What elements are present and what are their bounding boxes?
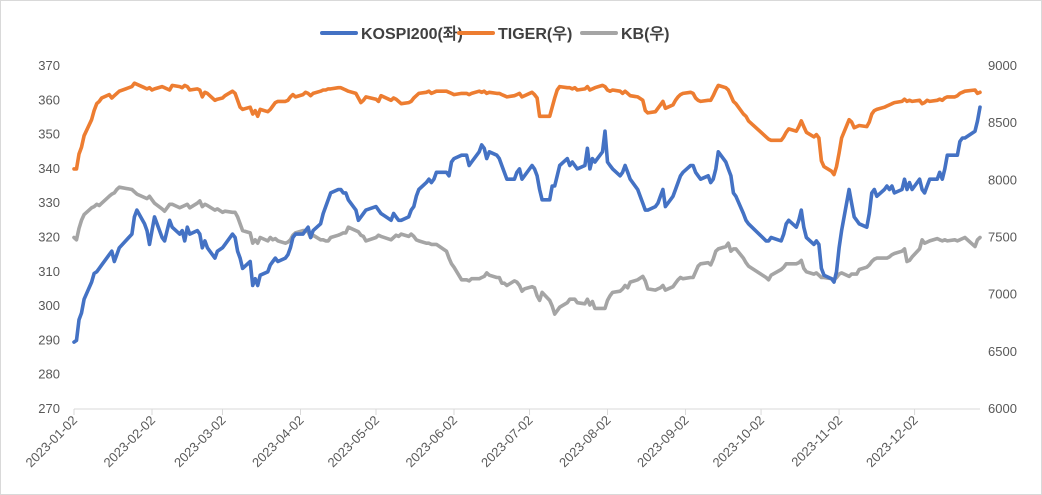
y-axis-left: 270 280 290 300 310 320 330 340 350 360 370	[38, 58, 60, 416]
y-right-tick-label: 7000	[988, 287, 1017, 302]
y-right-tick-label: 8000	[988, 172, 1017, 187]
y-left-tick-label: 350	[38, 127, 60, 142]
y-right-tick-label: 6000	[988, 401, 1017, 416]
kospi200-line	[72, 105, 982, 344]
y-right-tick-label: 9000	[988, 58, 1017, 73]
x-tick-label: 2023-04-02	[249, 413, 307, 471]
y-left-tick-label: 270	[38, 401, 60, 416]
y-axis-right: 6000 6500 7000 7500 8000 8500 9000	[988, 58, 1017, 416]
legend: KOSPI200(좌) TIGER(우) KB(우)	[320, 25, 670, 43]
y-right-tick-label: 8500	[988, 115, 1017, 130]
x-tick-label: 2023-06-02	[403, 413, 461, 471]
x-tick-label: 2023-09-02	[634, 413, 692, 471]
y-left-tick-label: 280	[38, 367, 60, 382]
x-tick-label: 2023-01-02	[22, 413, 80, 471]
y-left-tick-label: 360	[38, 92, 60, 107]
y-left-tick-label: 370	[38, 58, 60, 73]
x-tick-label: 2023-03-02	[171, 413, 229, 471]
series-lines	[72, 81, 982, 344]
y-left-tick-label: 310	[38, 264, 60, 279]
x-tick-label: 2023-10-02	[710, 413, 768, 471]
legend-label-kb: KB(우)	[621, 25, 670, 43]
y-left-tick-label: 340	[38, 161, 60, 176]
y-right-tick-label: 6500	[988, 344, 1017, 359]
x-tick-label: 2023-12-02	[863, 413, 921, 471]
legend-label-tiger: TIGER(우)	[498, 25, 572, 43]
x-tick-label: 2023-08-02	[556, 413, 614, 471]
legend-label-kospi200: KOSPI200(좌)	[361, 25, 463, 43]
x-tick-label: 2023-02-02	[101, 413, 159, 471]
x-tick-label: 2023-07-02	[478, 413, 536, 471]
y-right-tick-label: 7500	[988, 230, 1017, 245]
y-left-tick-label: 330	[38, 195, 60, 210]
y-left-tick-label: 320	[38, 230, 60, 245]
tiger-line	[72, 81, 982, 177]
x-tick-label: 2023-05-02	[324, 413, 382, 471]
x-tick-label: 2023-11-02	[788, 413, 845, 470]
y-left-tick-label: 290	[38, 332, 60, 347]
y-left-tick-label: 300	[38, 298, 60, 313]
x-axis: 2023-01-02 2023-02-02 2023-03-02 2023-04-02…	[22, 409, 921, 471]
